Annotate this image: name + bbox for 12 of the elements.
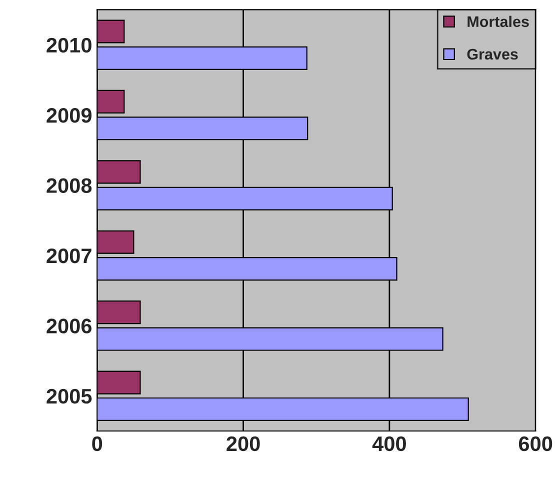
legend-label: Mortales: [468, 16, 529, 28]
y-tick-label: 2006: [46, 318, 92, 334]
y-tick-label: 2005: [46, 388, 92, 404]
y-tick-label: 2008: [46, 178, 92, 194]
legend-label: Graves: [467, 48, 518, 60]
x-tick-label: 0: [92, 436, 102, 452]
x-tick-label: 600: [518, 436, 552, 452]
y-tick-label: 2009: [46, 108, 92, 123]
y-tick-label: 2007: [46, 248, 92, 264]
x-tick-label: 200: [226, 436, 260, 452]
x-tick-label: 400: [372, 436, 406, 452]
y-tick-label: 2010: [46, 38, 92, 53]
